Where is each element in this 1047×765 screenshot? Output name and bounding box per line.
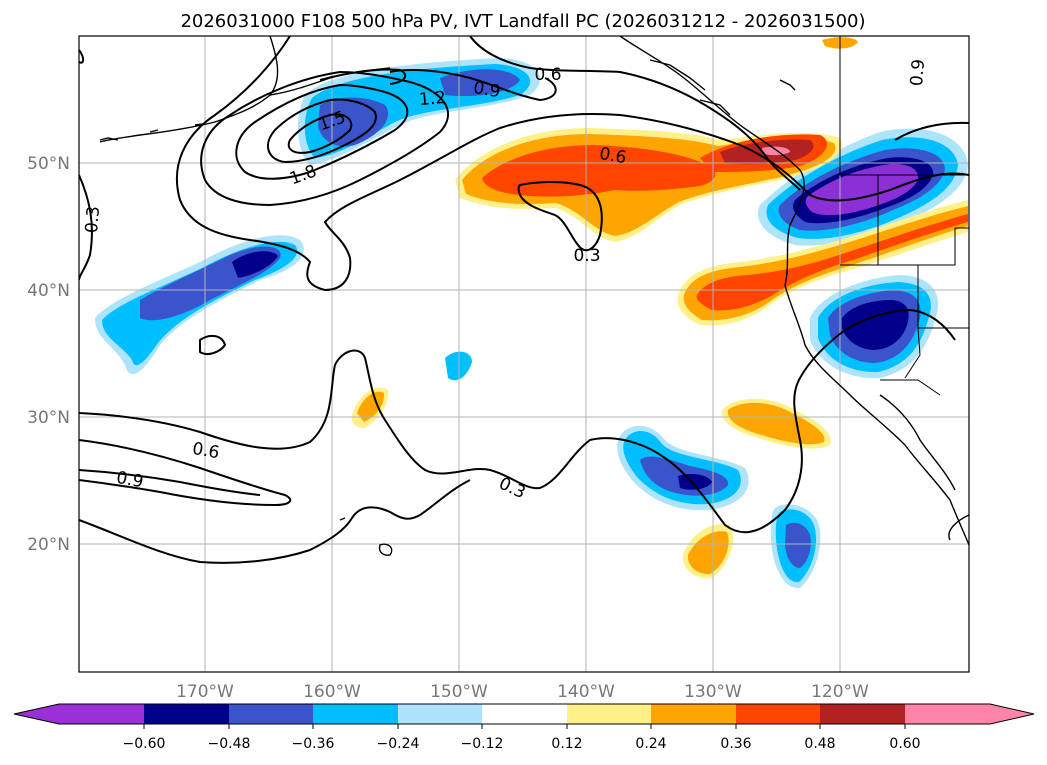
contour-label: 0.3	[573, 246, 600, 266]
colorbar-segment	[820, 704, 905, 724]
colorbar-label: −0.12	[461, 736, 504, 752]
anomaly-ar-band	[351, 200, 968, 579]
latitude-labels: 50°N 40°N 30°N 20°N	[27, 154, 70, 555]
colorbar-label: 0.12	[551, 736, 582, 752]
lat-label: 40°N	[27, 281, 70, 301]
shaded-contour	[696, 214, 968, 311]
contour-label: 0.3	[82, 205, 104, 234]
lon-label: 150°W	[430, 682, 488, 702]
colorbar-label: 0.36	[720, 736, 751, 752]
shaded-field	[95, 37, 968, 589]
colorbar-label: −0.60	[123, 736, 166, 752]
colorbar-segment	[651, 704, 736, 724]
shaded-contour	[805, 163, 919, 216]
lon-label: 170°W	[176, 682, 234, 702]
pv-contours	[79, 36, 969, 564]
shaded-contour	[785, 522, 811, 568]
coastlines	[99, 36, 969, 556]
political-borders	[839, 36, 969, 396]
lon-label: 130°W	[684, 682, 742, 702]
colorbar: −0.60 −0.48 −0.36 −0.24 −0.12 0.12 0.24 …	[13, 703, 1035, 752]
map-panel: 0.3 0.6 0.9 1.2 1.5 1.8 0.6 0.3 0.6 0.9 …	[78, 35, 970, 673]
contour-label: 1.2	[418, 88, 447, 110]
colorbar-segment	[59, 704, 144, 724]
shaded-contour	[318, 97, 389, 147]
contour-label: 0.9	[472, 78, 502, 102]
map-frame	[78, 35, 970, 673]
lat-label: 50°N	[27, 154, 70, 174]
colorbar-segment	[567, 704, 651, 724]
colorbar-segment	[482, 704, 567, 724]
shaded-contour	[687, 531, 729, 575]
colorbar-label: −0.24	[377, 736, 420, 752]
colorbar-segment	[144, 704, 229, 724]
colorbar-label: 0.48	[804, 736, 835, 752]
colorbar-segment	[736, 704, 820, 724]
lon-label: 120°W	[811, 682, 869, 702]
colorbar-segment	[313, 704, 398, 724]
contour-label: 0.6	[534, 65, 561, 85]
colorbar-label: −0.36	[292, 736, 335, 752]
contour-label: 0.9	[115, 468, 145, 492]
gridlines	[79, 36, 969, 672]
colorbar-segment	[398, 704, 482, 724]
lat-label: 30°N	[27, 408, 70, 428]
colorbar-extend-max	[990, 704, 1034, 724]
shaded-contour	[727, 402, 825, 445]
lat-label: 20°N	[27, 535, 70, 555]
colorbar-segment	[905, 704, 990, 724]
anomaly-north-pacific-positive	[455, 37, 858, 242]
contour-label: 0.9	[907, 58, 929, 87]
map-title: 2026031000 F108 500 hPa PV, IVT Landfall…	[180, 11, 865, 32]
shaded-contour	[232, 251, 278, 278]
colorbar-label: 0.60	[889, 736, 920, 752]
lon-label: 140°W	[557, 682, 615, 702]
colorbar-label: 0.24	[635, 736, 666, 752]
shaded-contour	[357, 391, 385, 422]
colorbar-label: −0.48	[208, 736, 251, 752]
lon-label: 160°W	[303, 682, 361, 702]
longitude-labels: 170°W 160°W 150°W 140°W 130°W 120°W	[176, 682, 869, 702]
colorbar-segment	[229, 704, 313, 724]
shaded-contour	[482, 145, 716, 197]
colorbar-outline	[13, 703, 1035, 725]
colorbar-extend-min	[14, 704, 59, 724]
contour-label: 0.6	[191, 439, 221, 463]
contour-label: 0.6	[598, 144, 628, 168]
